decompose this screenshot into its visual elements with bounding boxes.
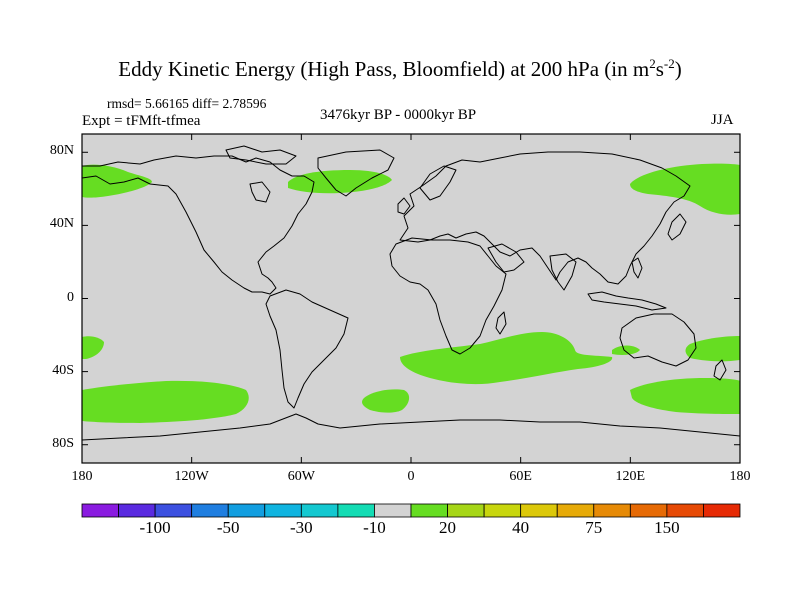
coastline-australia <box>619 313 697 367</box>
lon-tick-label: 120E <box>615 469 646 484</box>
coastline-arctic-islands <box>225 145 297 165</box>
coastline-africa <box>389 237 507 355</box>
colorbar-swatch-3 <box>191 503 229 518</box>
colorbar-swatch-15 <box>629 503 668 518</box>
colorbar-swatch-4 <box>227 503 266 518</box>
coastline-hudson-bay <box>249 181 271 203</box>
lat-tick-label: 80S <box>52 435 74 451</box>
colorbar-label: 20 <box>439 518 457 537</box>
colorbar-swatch-11 <box>483 503 522 518</box>
colorbar-swatch-8 <box>374 503 412 518</box>
anomaly-region-south-indian-small <box>612 345 640 355</box>
lon-tick-label: 0 <box>407 469 415 484</box>
coastline-indonesia <box>587 291 667 311</box>
colorbar-label: 75 <box>585 518 603 537</box>
anomaly-region-south-pacific-east <box>82 336 104 359</box>
lat-tick-marks <box>82 151 740 446</box>
lat-tick-label: 80N <box>49 143 74 159</box>
positive-anomaly-regions <box>82 163 740 423</box>
coastline-scandinavia <box>419 165 457 201</box>
coastline-north-america <box>81 155 315 295</box>
coastline-japan <box>667 213 687 241</box>
colorbar-swatch-14 <box>593 503 631 518</box>
coastline-madagascar <box>495 311 507 335</box>
colorbar-swatch-17 <box>703 503 741 518</box>
lon-tick-label: 120W <box>174 469 209 484</box>
coastline-arabia <box>487 243 525 273</box>
colorbar-label: -100 <box>139 518 171 537</box>
coastline-antarctica <box>81 413 741 441</box>
colorbar-swatch-1 <box>118 503 156 518</box>
colorbar-label: -50 <box>216 518 240 537</box>
coastline-eurasia <box>399 151 691 285</box>
colorbar-label: 150 <box>654 518 680 537</box>
colorbar-swatch-12 <box>520 503 558 518</box>
season-label: JJA <box>711 112 734 128</box>
anomaly-region-south-atlantic-small <box>362 389 410 413</box>
anomaly-region-south-pacific-west <box>685 336 740 362</box>
coastline-south-america <box>265 289 349 409</box>
lat-tick-label: 40N <box>49 216 74 232</box>
colorbar-swatch-16 <box>666 503 704 518</box>
experiment-label: Expt = tFMft-tfmea <box>82 113 201 129</box>
colorbar-swatch-10 <box>447 503 485 518</box>
lon-tick-label: 60E <box>509 469 532 484</box>
colorbar-swatch-0 <box>81 503 119 518</box>
coastline-philippines <box>631 257 643 279</box>
anomaly-region-north-atlantic <box>288 170 392 194</box>
colorbar-swatch-5 <box>264 503 302 518</box>
lon-tick-marks <box>81 134 741 463</box>
colorbar-label: 40 <box>512 518 530 537</box>
coastline-greenland <box>317 149 395 197</box>
anomaly-region-southern-ocean-east <box>630 378 740 414</box>
coastlines <box>81 145 741 441</box>
plot-title: Eddy Kinetic Energy (High Pass, Bloomfie… <box>118 56 682 81</box>
lat-tick-label: 0 <box>67 289 74 305</box>
colorbar-label: -10 <box>363 518 386 537</box>
coastline-new-zealand <box>713 359 727 381</box>
colorbar-swatch-7 <box>337 503 375 518</box>
coastline-british-isles <box>397 197 411 215</box>
lon-tick-label: 60W <box>287 469 315 484</box>
colorbar-swatch-2 <box>154 503 193 518</box>
anomaly-region-south-atlantic-indian <box>400 332 613 385</box>
colorbar-swatch-9 <box>410 503 448 518</box>
colorbar <box>81 503 741 518</box>
rmsd-diff-stats: rmsd= 5.66165 diff= 2.78596 <box>107 96 267 111</box>
lat-tick-label: 40S <box>52 362 74 378</box>
colorbar-label: -30 <box>289 518 313 537</box>
anomaly-region-north-pacific-east <box>630 163 740 215</box>
colorbar-swatch-13 <box>556 503 595 518</box>
anomaly-region-south-pacific-large <box>82 380 249 423</box>
colorbar-swatch-6 <box>300 503 339 518</box>
time-period-label: 3476kyr BP - 0000kyr BP <box>320 107 477 123</box>
lon-tick-label: 180 <box>729 469 751 484</box>
coastline-india <box>549 253 577 291</box>
lon-tick-label: 180 <box>71 469 93 484</box>
anomaly-region-north-pacific-west <box>82 164 152 198</box>
